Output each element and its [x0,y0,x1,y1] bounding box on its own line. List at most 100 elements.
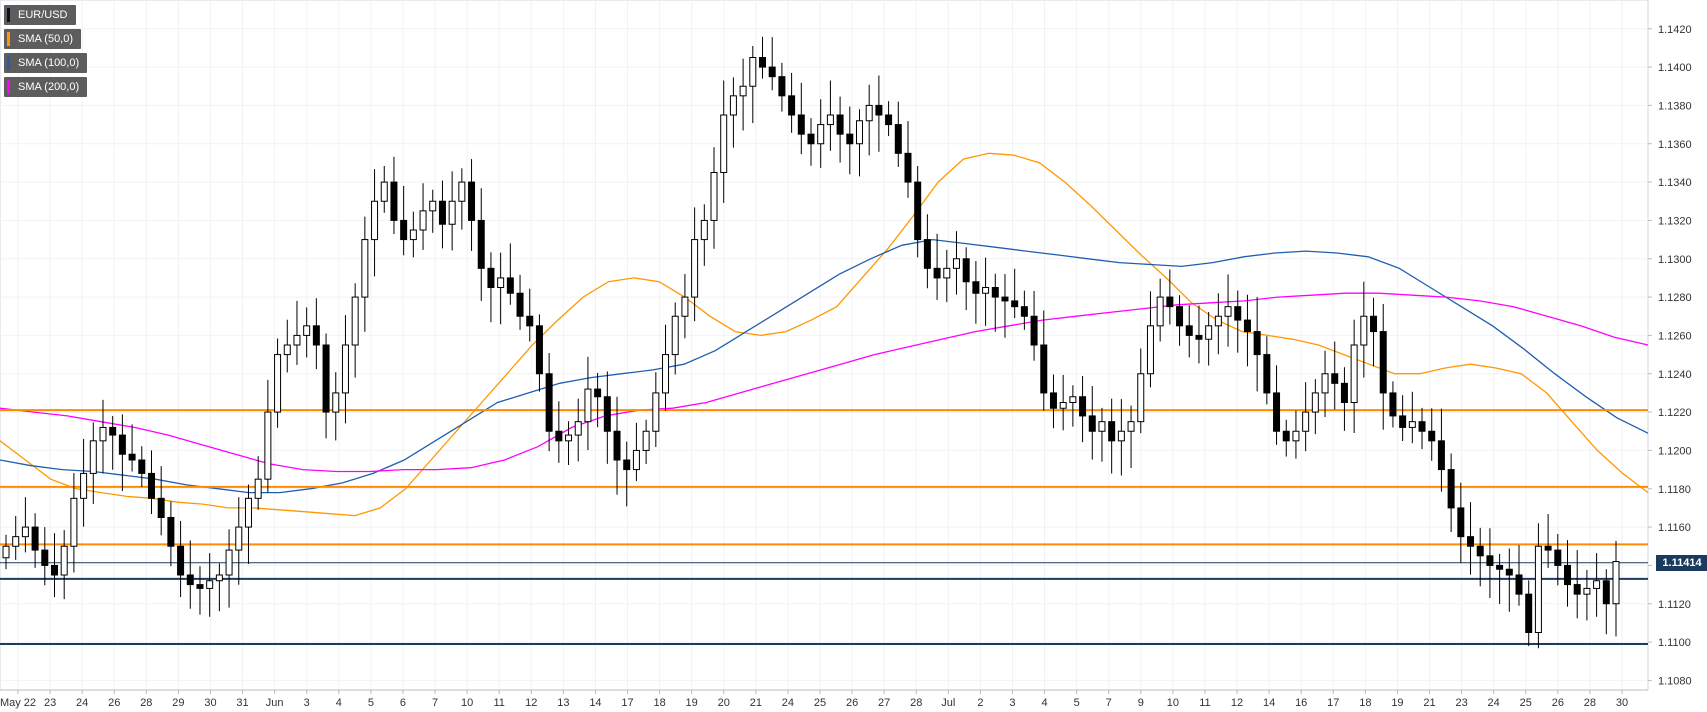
candlestick [1224,274,1232,347]
candlestick [885,101,893,137]
legend-item-eurusd[interactable]: EUR/USD [4,5,76,25]
candlestick [1214,293,1222,355]
candlestick [1127,405,1135,469]
candlestick [923,214,931,289]
candle-body [749,57,757,87]
candle-body [1137,373,1145,423]
candlestick [817,99,825,168]
y-tick-label: 1.1400 [1658,62,1692,74]
candlestick [1476,527,1484,587]
candlestick [1079,376,1087,443]
x-tick-label: 9 [1138,697,1144,709]
candle-body [836,114,844,135]
candle-body [516,292,524,317]
candlestick [1117,399,1125,476]
candlestick [1108,398,1116,474]
candle-body [846,133,854,145]
candle-body [206,580,214,589]
legend-label: SMA (100,0) [18,57,80,69]
candle-body [855,120,863,145]
candle-body [720,114,728,173]
candlestick [497,252,505,325]
legend-item-sma-200[interactable]: SMA (200,0) [4,77,88,97]
candlestick [826,80,834,151]
candlestick [875,75,883,152]
x-tick-label: 21 [1423,697,1435,709]
candle-body [186,574,194,586]
candle-body [1321,373,1329,394]
candle-body [739,85,747,97]
candlestick [448,171,456,251]
candle-body [177,545,185,576]
legend-label: SMA (50,0) [18,33,74,45]
candlestick [632,422,640,482]
candlestick [1001,274,1009,338]
candle-body [419,210,427,231]
candle-body [613,430,621,461]
candlestick [380,165,388,213]
candlestick [952,231,960,295]
candlestick [1263,336,1271,405]
candlestick [1379,303,1387,430]
x-tick-label: 19 [686,697,698,709]
candlestick [332,372,340,441]
candlestick [1156,278,1164,342]
candlestick [409,211,417,258]
candle-body [322,344,330,413]
candle-body [1525,593,1533,634]
x-tick-label: 17 [621,697,633,709]
candle-body [50,564,58,576]
candlestick [729,77,737,148]
x-tick-label: 19 [1391,697,1403,709]
candle-body [1224,306,1232,317]
y-tick-label: 1.1360 [1658,139,1692,151]
legend-swatch [7,8,10,22]
candlestick [89,422,97,504]
candlestick [1573,550,1581,619]
candle-body [2,545,10,559]
candle-body [215,574,223,582]
legend-item-sma-100[interactable]: SMA (100,0) [4,53,88,73]
candle-body [60,545,68,576]
candlestick [1370,297,1378,367]
candle-body [448,200,456,225]
x-tick-label: 11 [1199,697,1210,709]
candle-body [526,315,534,327]
x-tick-label: 5 [1074,697,1080,709]
candle-body [1001,296,1009,302]
candle-body [1243,319,1251,333]
candlestick [1331,341,1339,410]
grid-lines [0,0,1648,690]
candle-body [584,388,592,423]
candlestick [215,563,223,612]
x-tick-label: 16 [1295,697,1307,709]
candle-body [1457,507,1465,538]
candlestick [390,156,398,235]
legend-item-sma-50[interactable]: SMA (50,0) [4,29,82,49]
candle-body [1205,325,1213,340]
candlesticks [2,36,1620,649]
candle-body [80,472,88,499]
x-tick-label: 29 [172,697,184,709]
candle-body [1399,415,1407,428]
candle-body [923,239,931,269]
candlestick [516,274,524,330]
candlestick [1311,379,1319,435]
candle-body [1573,584,1581,595]
candle-body [1195,334,1203,340]
candlestick [147,450,155,515]
candlestick [681,274,689,339]
x-tick-label: 3 [1009,697,1015,709]
x-tick-label: 3 [304,697,310,709]
y-tick-label: 1.1120 [1658,599,1691,611]
candle-body [12,536,20,547]
candle-body [1108,421,1116,442]
candle-body [662,354,670,394]
candle-body [759,57,767,68]
candle-body [1505,568,1513,576]
candle-body [235,526,243,551]
x-tick-label: 20 [718,697,730,709]
candle-body [865,104,873,122]
candle-body [390,181,398,221]
candle-body [1544,545,1552,551]
